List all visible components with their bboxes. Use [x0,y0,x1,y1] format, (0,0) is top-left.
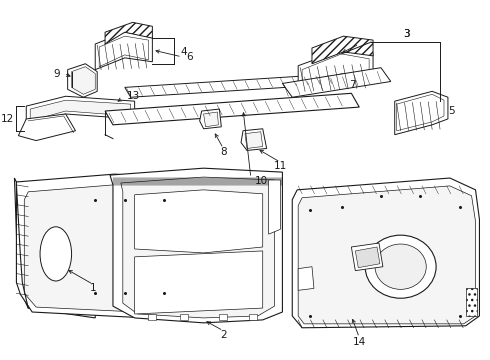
Polygon shape [241,129,267,150]
Polygon shape [105,22,152,44]
Polygon shape [199,109,221,129]
Ellipse shape [365,235,436,298]
Polygon shape [19,114,75,141]
Polygon shape [148,314,156,320]
Text: 6: 6 [186,52,193,62]
Polygon shape [351,243,383,271]
Polygon shape [355,247,380,268]
Polygon shape [220,314,227,320]
Text: 13: 13 [127,91,140,101]
Polygon shape [125,73,347,97]
Ellipse shape [40,227,72,281]
Polygon shape [105,93,359,125]
Polygon shape [249,314,257,320]
Ellipse shape [375,244,426,289]
Text: 7: 7 [349,80,355,90]
Text: 8: 8 [220,147,226,157]
Polygon shape [282,68,391,97]
Polygon shape [95,32,152,69]
Text: 11: 11 [274,161,287,171]
Text: 5: 5 [448,106,455,116]
Polygon shape [110,168,282,323]
Text: 1: 1 [90,283,97,293]
Polygon shape [298,267,314,291]
Polygon shape [312,36,373,64]
Polygon shape [14,178,95,318]
Polygon shape [135,251,263,314]
Text: 2: 2 [220,330,226,340]
Text: 10: 10 [255,176,268,186]
Polygon shape [298,50,373,93]
Polygon shape [395,91,448,135]
Polygon shape [204,112,219,127]
Polygon shape [466,288,477,316]
Polygon shape [30,100,131,121]
Polygon shape [26,96,135,124]
Polygon shape [121,177,274,318]
Text: 9: 9 [53,69,60,78]
Text: 3: 3 [403,29,410,39]
Polygon shape [24,185,194,314]
Polygon shape [72,67,95,94]
Polygon shape [245,132,263,148]
Polygon shape [269,180,280,234]
Polygon shape [135,190,263,253]
Polygon shape [68,64,97,97]
Text: 4: 4 [180,47,187,57]
Text: 14: 14 [353,337,366,347]
Text: 12: 12 [1,114,14,124]
Polygon shape [180,314,188,320]
Polygon shape [292,178,479,328]
Polygon shape [16,174,204,320]
Text: 3: 3 [403,29,410,39]
Polygon shape [298,186,475,324]
